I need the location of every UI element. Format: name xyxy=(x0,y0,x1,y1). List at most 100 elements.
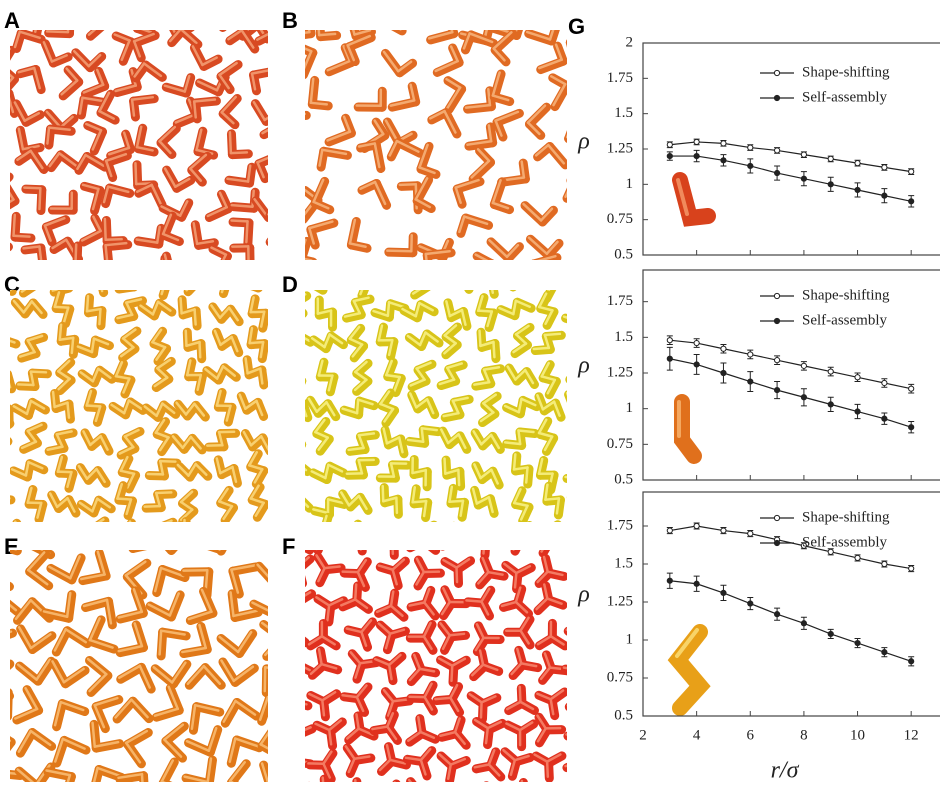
particle-segment xyxy=(0,432,8,441)
data-point xyxy=(801,152,806,157)
particle-segment xyxy=(327,277,340,285)
particle-highlight xyxy=(534,348,549,349)
legend-label: Self-assembly xyxy=(802,312,887,328)
data-point xyxy=(909,169,914,174)
particle-highlight xyxy=(279,339,292,346)
particle-highlight xyxy=(582,89,598,106)
data-point xyxy=(828,182,833,187)
particle-highlight xyxy=(284,664,297,672)
particle-segment xyxy=(159,528,167,539)
particle-segment xyxy=(56,631,67,652)
data-point xyxy=(855,375,860,380)
particle-segment xyxy=(50,542,74,544)
particle-highlight xyxy=(181,298,182,313)
particle-highlight xyxy=(83,268,86,283)
data-point xyxy=(882,561,887,566)
y-tick-label: 1.75 xyxy=(607,517,633,533)
particle-highlight xyxy=(584,7,600,11)
particle-segment xyxy=(0,742,11,761)
particle-highlight xyxy=(484,532,497,539)
particle-highlight xyxy=(373,265,382,278)
particle-highlight xyxy=(514,454,515,469)
particle-segment xyxy=(515,537,521,551)
particle-highlight xyxy=(478,311,492,312)
particle-segment xyxy=(154,280,168,281)
particle-segment xyxy=(163,281,167,295)
data-point xyxy=(721,528,726,533)
particle-segment xyxy=(478,544,493,546)
particle-highlight xyxy=(279,252,282,268)
particle-highlight xyxy=(230,781,250,785)
particle-segment xyxy=(294,296,307,304)
particle-highlight xyxy=(322,700,324,715)
particle-highlight xyxy=(14,215,15,236)
particle-highlight xyxy=(121,1,136,16)
particle-highlight xyxy=(488,89,490,105)
particle-highlight xyxy=(126,539,134,552)
particle-highlight xyxy=(325,276,338,284)
particle-segment xyxy=(580,660,590,671)
particle-segment xyxy=(568,733,582,736)
y-axis-label: ρ xyxy=(577,353,590,379)
particle-highlight xyxy=(539,280,552,284)
particle-highlight xyxy=(295,733,297,748)
particle-segment xyxy=(290,313,303,321)
particle-highlight xyxy=(582,568,597,569)
series-line xyxy=(670,581,911,662)
particle-highlight xyxy=(578,659,588,670)
particle-highlight xyxy=(317,11,319,35)
particle-segment xyxy=(26,275,36,284)
particle-segment xyxy=(388,2,399,23)
data-point xyxy=(882,165,887,170)
particle-highlight xyxy=(25,274,35,283)
particle-segment xyxy=(224,279,228,293)
particle-highlight xyxy=(332,531,336,546)
particle-segment xyxy=(129,274,134,287)
particle-highlight xyxy=(285,761,294,773)
particle-highlight xyxy=(59,526,60,540)
particle-segment xyxy=(92,521,105,529)
data-point xyxy=(801,621,806,626)
particle-highlight xyxy=(584,275,597,282)
data-point xyxy=(748,531,753,536)
particle-segment xyxy=(374,266,383,279)
particle-highlight xyxy=(87,406,101,407)
particle-highlight xyxy=(451,666,452,681)
particle-highlight xyxy=(283,563,297,567)
particle-highlight xyxy=(416,276,426,285)
particle-segment xyxy=(476,270,479,285)
particle-highlight xyxy=(581,718,587,732)
particle-segment xyxy=(280,254,283,270)
particle-highlight xyxy=(499,277,512,285)
particle-highlight xyxy=(387,22,401,30)
particle-highlight xyxy=(580,777,584,785)
particle-highlight xyxy=(448,17,452,32)
particle-segment xyxy=(0,522,3,544)
particle-segment xyxy=(171,273,187,277)
particle-highlight xyxy=(448,525,452,538)
particle-segment xyxy=(299,569,303,584)
particle-highlight xyxy=(580,275,583,288)
particle-highlight xyxy=(281,114,305,116)
particle-segment xyxy=(416,542,429,549)
data-point xyxy=(667,142,672,147)
particle-highlight xyxy=(185,272,197,279)
particle-segment xyxy=(373,533,385,542)
particle-highlight xyxy=(358,525,369,535)
particle-highlight xyxy=(288,437,300,443)
particle-highlight xyxy=(129,523,132,547)
y-tick-label: 0.75 xyxy=(607,669,633,685)
particle-segment xyxy=(286,257,290,273)
particle-highlight xyxy=(323,778,324,785)
particle-highlight xyxy=(532,263,536,278)
particle-highlight xyxy=(372,531,384,540)
particle-segment xyxy=(354,266,359,280)
particle-segment xyxy=(584,543,586,558)
particle-segment xyxy=(280,634,294,639)
series-line xyxy=(670,142,911,172)
particle-highlight xyxy=(435,698,450,699)
data-point xyxy=(721,346,726,351)
particle-highlight xyxy=(301,240,306,255)
data-point xyxy=(774,388,779,393)
particle-highlight xyxy=(48,540,72,542)
